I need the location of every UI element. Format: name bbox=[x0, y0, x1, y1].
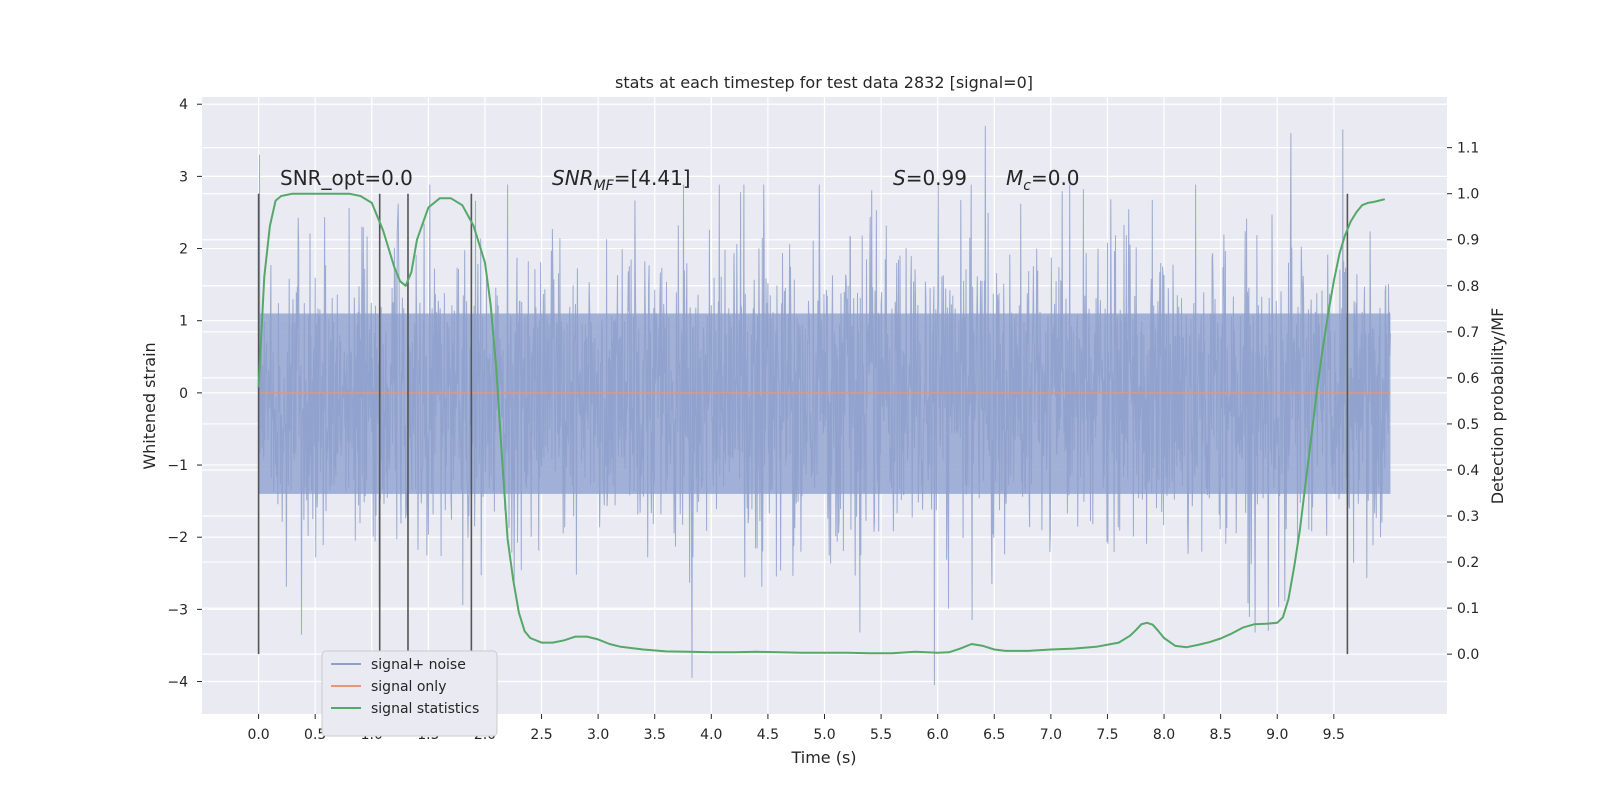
y-tick-label-left: −2 bbox=[167, 530, 188, 546]
annotation-s: S=0.99 bbox=[893, 166, 967, 190]
x-tick-label: 4.5 bbox=[757, 727, 779, 743]
annotation-snr-mf-sub: MF bbox=[594, 178, 615, 194]
y-tick-label-right: 1.1 bbox=[1457, 141, 1479, 157]
y-tick-label-right: 0.7 bbox=[1457, 325, 1479, 341]
x-axis-label: Time (s) bbox=[790, 748, 856, 767]
legend: signal+ noise signal only signal statist… bbox=[321, 650, 498, 737]
y-tick-label-right: 0.9 bbox=[1457, 233, 1479, 249]
x-tick-label: 4.0 bbox=[700, 727, 722, 743]
y-tick-label-left: −4 bbox=[167, 675, 188, 691]
y-tick-label-left: 1 bbox=[179, 314, 188, 330]
series-signal-statistics-line bbox=[257, 192, 1386, 655]
y-tick-label-right: 0.1 bbox=[1457, 601, 1479, 617]
x-tick-label: 5.5 bbox=[870, 727, 892, 743]
x-tick-label: 8.5 bbox=[1210, 727, 1232, 743]
y-tick-label-left: −1 bbox=[167, 458, 188, 474]
x-tick-label: 9.0 bbox=[1266, 727, 1288, 743]
annotation-s-symbol: S bbox=[893, 166, 906, 190]
marker-layer bbox=[257, 193, 1349, 655]
stat-layer bbox=[257, 192, 1386, 655]
legend-label-signal-statistics: signal statistics bbox=[371, 701, 479, 717]
x-tick-label: 6.0 bbox=[927, 727, 949, 743]
x-tick-label: 2.5 bbox=[530, 727, 552, 743]
annotation-snr-mf-prefix: SNR bbox=[552, 166, 594, 190]
annotation-mc-sub: c bbox=[1023, 178, 1031, 194]
y-tick-label-right: 0.5 bbox=[1457, 417, 1479, 433]
y-tick-label-left: 2 bbox=[179, 242, 188, 258]
y-tick-label-right: 0.2 bbox=[1457, 555, 1479, 571]
y-tick-label-right: 0.4 bbox=[1457, 463, 1479, 479]
legend-box bbox=[321, 650, 498, 737]
annotation-snr-opt: SNR_opt=0.0 bbox=[280, 166, 413, 190]
x-tick-label: 7.5 bbox=[1096, 727, 1118, 743]
legend-label-signal-only: signal only bbox=[371, 679, 446, 695]
x-tick-label: 7.0 bbox=[1040, 727, 1062, 743]
annotation-mc-value: =0.0 bbox=[1031, 166, 1080, 190]
y-tick-label-right: 0.6 bbox=[1457, 371, 1479, 387]
annotation-s-value: =0.99 bbox=[906, 166, 967, 190]
y-tick-label-left: 3 bbox=[179, 169, 188, 185]
legend-label-signal-noise: signal+ noise bbox=[371, 657, 466, 673]
y-axis-label-left: Whitened strain bbox=[140, 342, 159, 469]
y-tick-label-right: 0.8 bbox=[1457, 279, 1479, 295]
noise-layer bbox=[258, 125, 1391, 686]
y-tick-label-right: 0.0 bbox=[1457, 647, 1479, 663]
y-axis-label-right: Detection probability/MF bbox=[1488, 308, 1507, 505]
x-tick-label: 3.0 bbox=[587, 727, 609, 743]
annotation-snr-mf: SNRMF=[4.41] bbox=[552, 166, 691, 194]
y-tick-label-left: 4 bbox=[179, 97, 188, 113]
y-tick-label-right: 0.3 bbox=[1457, 509, 1479, 525]
annotation-snr-mf-value: =[4.41] bbox=[614, 166, 691, 190]
y-tick-label-left: 0 bbox=[179, 386, 188, 402]
y-tick-label-right: 1.0 bbox=[1457, 187, 1479, 203]
series-signal-noise-line bbox=[258, 125, 1391, 686]
y-tick-label-left: −3 bbox=[167, 602, 188, 618]
x-tick-label: 0.5 bbox=[304, 727, 326, 743]
x-tick-label: 8.0 bbox=[1153, 727, 1175, 743]
x-tick-label: 6.5 bbox=[983, 727, 1005, 743]
x-tick-label: 3.5 bbox=[644, 727, 666, 743]
annotation-mc: Mc=0.0 bbox=[1006, 166, 1080, 194]
x-tick-label: 5.0 bbox=[813, 727, 835, 743]
tick-layer: 0.00.51.01.52.02.53.03.54.04.55.05.56.06… bbox=[167, 97, 1479, 743]
annotation-mc-symbol: M bbox=[1006, 166, 1023, 190]
chart-title: stats at each timestep for test data 283… bbox=[615, 73, 1033, 92]
x-tick-label: 9.5 bbox=[1323, 727, 1345, 743]
x-tick-label: 0.0 bbox=[247, 727, 269, 743]
